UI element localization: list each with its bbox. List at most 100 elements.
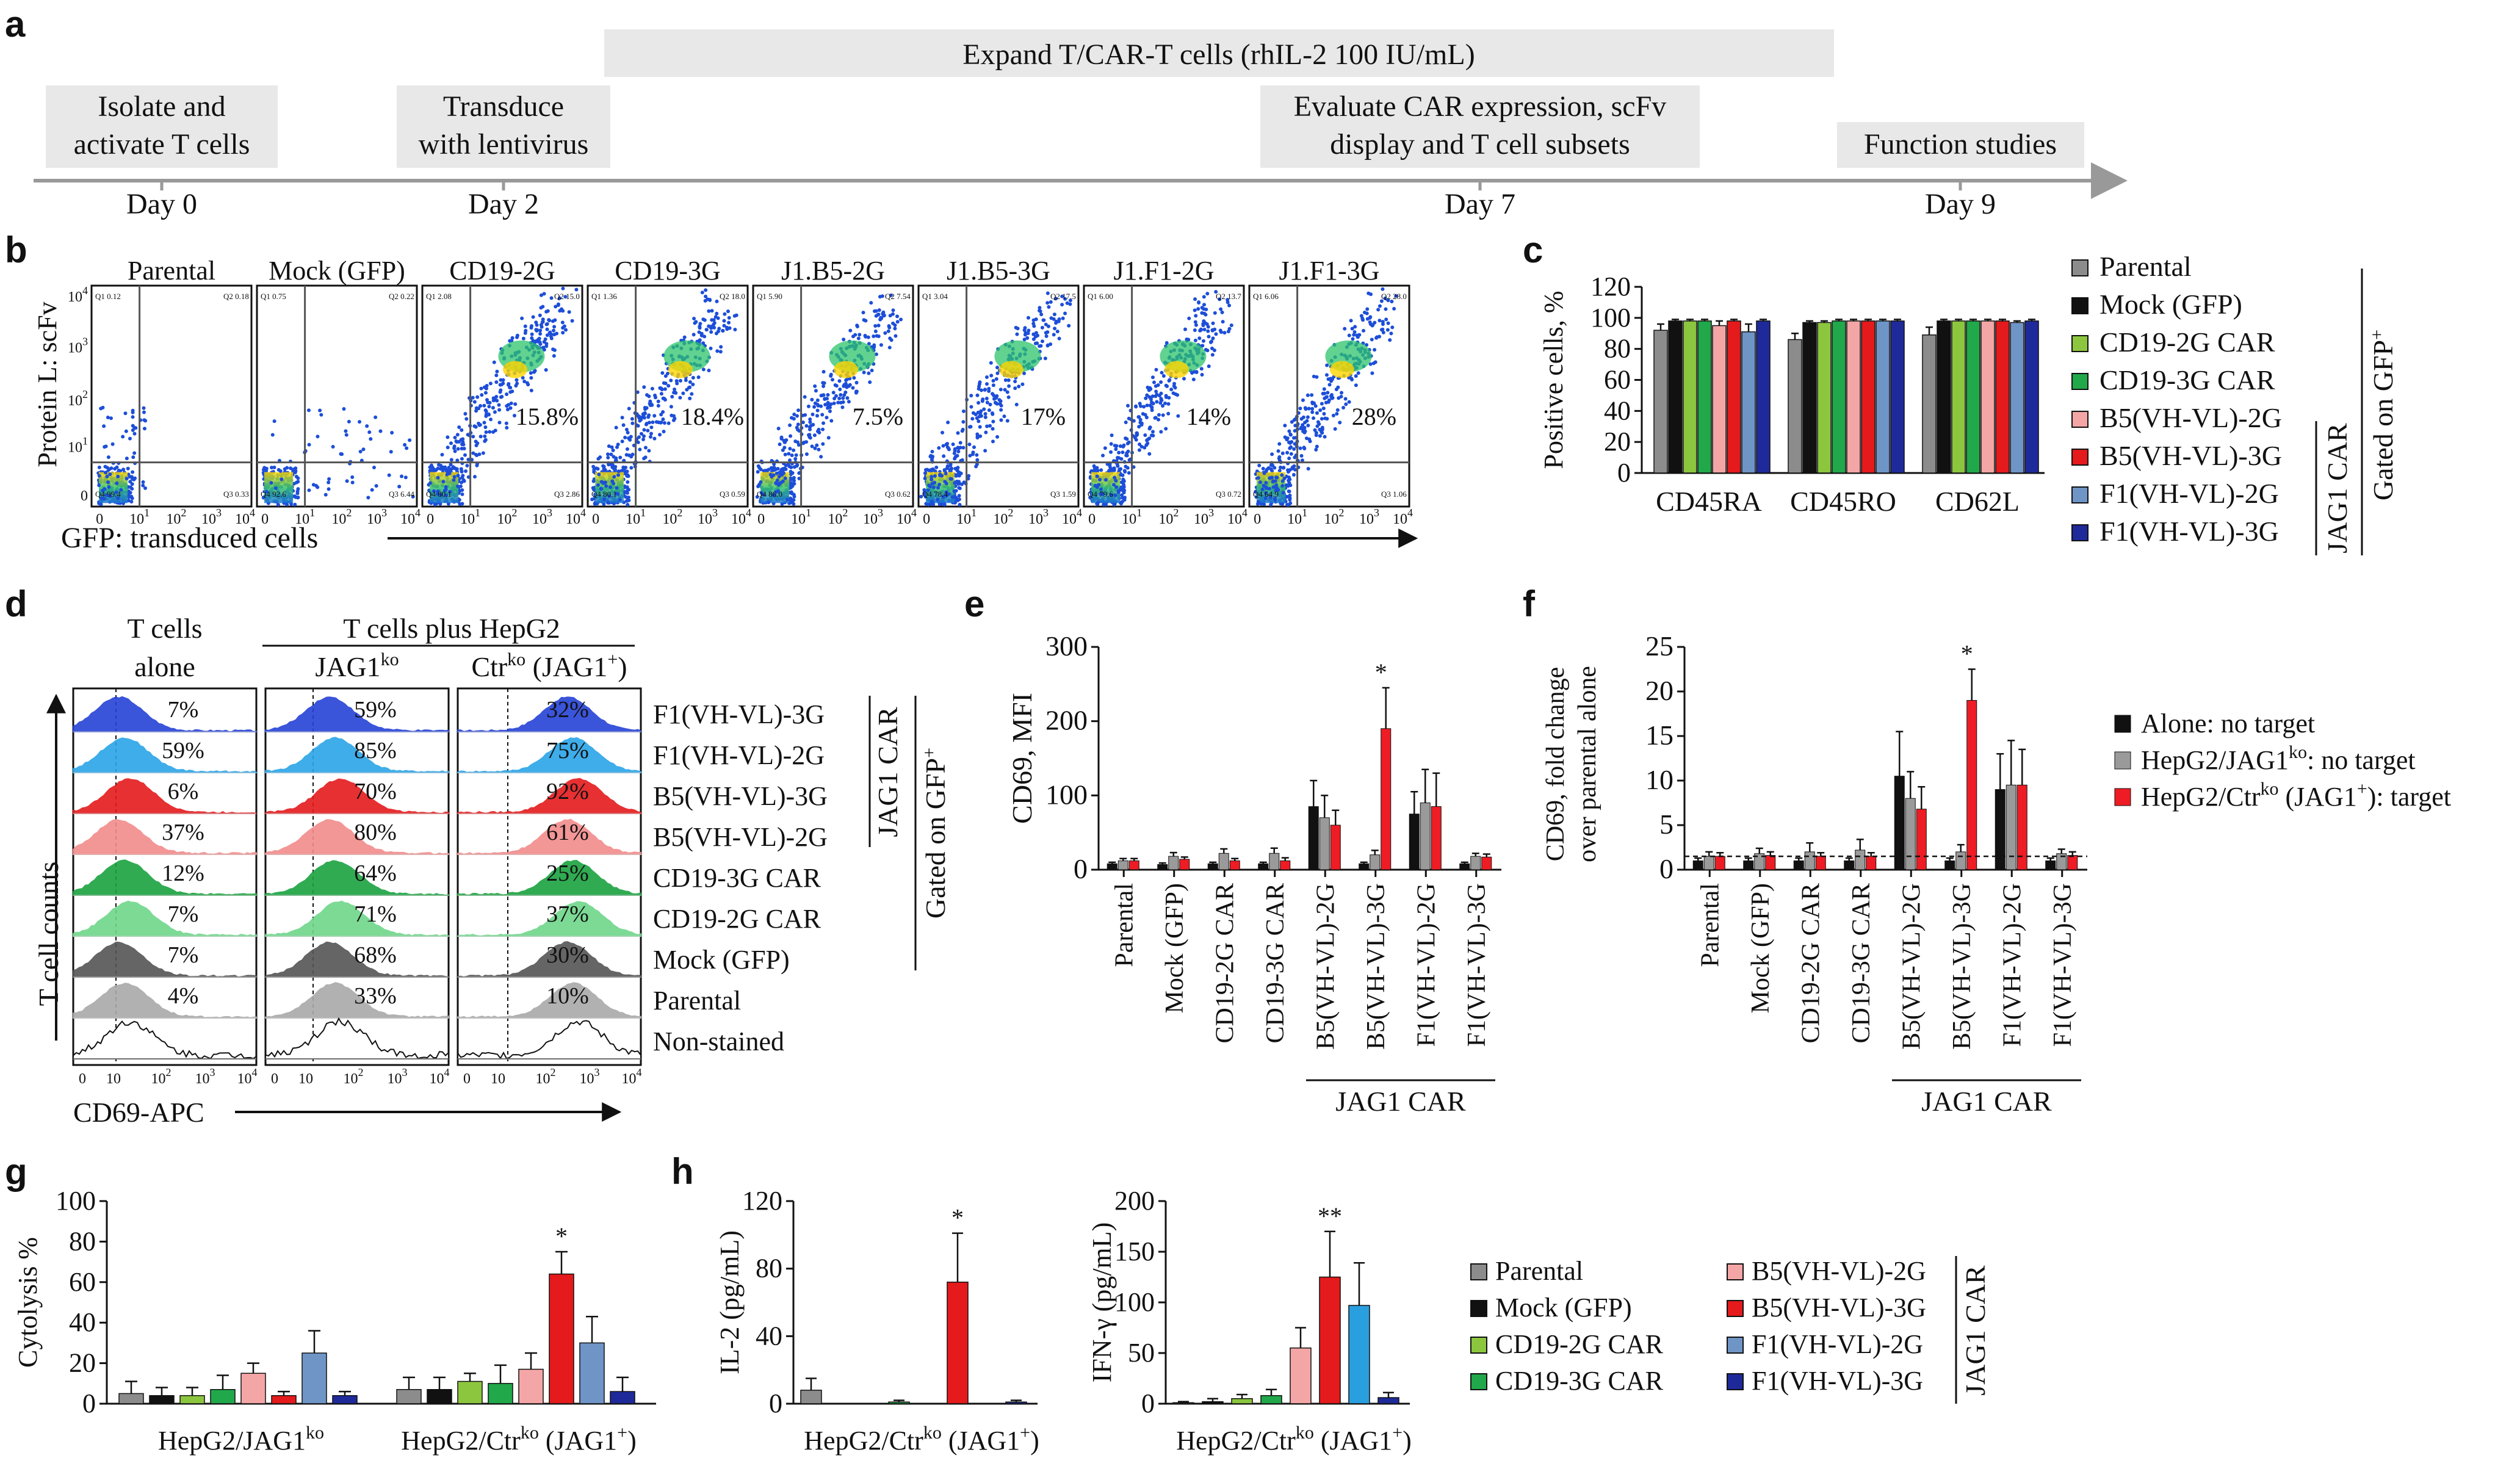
xl: ) <box>1403 1426 1412 1456</box>
event-dot <box>1287 429 1291 433</box>
event-dot <box>847 384 851 388</box>
event-dot <box>491 396 496 400</box>
event-dot <box>1141 412 1145 416</box>
event-dot <box>1322 387 1326 391</box>
event-dot <box>552 348 557 352</box>
tick-base: 0 <box>427 511 434 527</box>
histo-x-tick: 104 <box>237 1066 258 1087</box>
bar <box>888 1401 910 1404</box>
bar <box>1218 853 1229 870</box>
gate-percent: 6% <box>168 779 199 804</box>
histogram <box>457 982 641 1019</box>
event-dot <box>449 441 453 446</box>
x-tick-label: B5(VH-VL)-3G <box>1362 883 1390 1050</box>
event-dot <box>1286 470 1290 474</box>
bar <box>1168 856 1179 870</box>
quadrant-value: 17.5 <box>1062 292 1076 301</box>
event-dot <box>763 469 767 473</box>
event-dot <box>796 442 801 447</box>
density-peak <box>502 361 527 378</box>
event-dot <box>1038 308 1042 312</box>
histo-x-tick: 103 <box>195 1066 215 1087</box>
event-dot <box>567 310 571 314</box>
histogram <box>457 1020 641 1059</box>
event-dot <box>1300 458 1304 463</box>
event-dot <box>1256 476 1260 480</box>
event-dot <box>713 315 718 319</box>
event-dot <box>492 360 496 364</box>
event-dot <box>817 430 821 435</box>
histo-x-tick: 0 <box>271 1071 278 1087</box>
histogram-column-frame <box>72 687 258 1066</box>
event-dot <box>767 467 771 472</box>
event-dot <box>923 476 927 480</box>
tick-exp: 4 <box>637 1066 642 1078</box>
event-dot <box>949 477 953 481</box>
row-label: CD19-2G CAR <box>653 904 821 934</box>
bar <box>1866 856 1877 870</box>
quadrant-value: 0.72 <box>1227 489 1241 499</box>
event-dot <box>722 323 726 328</box>
event-dot <box>285 466 289 470</box>
gated-sup: + <box>2367 330 2387 340</box>
flow-x-tick: 0 <box>757 511 765 527</box>
event-dot <box>919 494 923 499</box>
event-dot <box>944 482 948 486</box>
event-dot <box>1260 487 1265 491</box>
event-dot <box>1033 341 1038 345</box>
event-dot <box>116 496 120 500</box>
event-dot <box>115 465 119 469</box>
event-dot <box>1065 301 1069 305</box>
x-axis-label: HepG2/Ctrko (JAG1+) <box>804 1423 1039 1456</box>
xl-sup: + <box>1392 1423 1403 1443</box>
event-dot <box>497 408 502 412</box>
step-line2: display and T cell subsets <box>1330 128 1630 161</box>
event-dot <box>390 431 394 435</box>
bar <box>1668 320 1683 474</box>
quadrant-value: 18.0 <box>731 292 745 301</box>
event-dot <box>97 483 101 488</box>
bar <box>1172 1402 1194 1404</box>
tick-base: 10 <box>235 511 250 527</box>
event-dot <box>1182 377 1186 381</box>
bar <box>1330 825 1341 870</box>
event-dot <box>457 439 461 444</box>
tick-exp: 1 <box>309 507 315 519</box>
gated-sup: + <box>919 748 939 758</box>
event-dot <box>597 472 601 477</box>
event-dot <box>1219 307 1223 311</box>
event-dot <box>570 319 574 323</box>
bar <box>427 1389 452 1404</box>
flow-x-tick: 101 <box>1287 507 1307 527</box>
event-dot <box>436 489 440 493</box>
event-dot <box>1315 424 1320 428</box>
event-dot <box>803 395 807 399</box>
event-dot <box>874 352 878 356</box>
event-dot <box>784 467 788 471</box>
event-dot <box>768 472 773 477</box>
quadrant-id: Q3 <box>1381 489 1391 499</box>
event-dot <box>955 469 959 473</box>
event-dot <box>1267 486 1271 491</box>
quadrant-id: Q2 <box>389 292 399 301</box>
panel-label-d: d <box>5 583 27 624</box>
event-dot <box>785 497 790 502</box>
tick-base: 0 <box>592 511 599 527</box>
panel-label-e: e <box>964 583 984 624</box>
event-dot <box>610 445 614 449</box>
event-dot <box>877 308 881 312</box>
flow-x-tick: 102 <box>828 507 848 527</box>
event-dot <box>1264 481 1268 485</box>
event-dot <box>1112 466 1116 471</box>
tick-exp: 3 <box>381 507 387 519</box>
event-dot <box>815 408 820 413</box>
gate-percent: 32% <box>546 697 589 723</box>
gate-percent: 37% <box>162 820 204 845</box>
event-dot <box>495 399 499 403</box>
event-dot <box>727 320 731 325</box>
event-dot <box>525 381 529 385</box>
event-dot <box>515 335 519 339</box>
event-dot <box>295 491 300 496</box>
flow-x-tick: 101 <box>295 507 315 527</box>
day-label: Day 7 <box>1445 188 1515 220</box>
